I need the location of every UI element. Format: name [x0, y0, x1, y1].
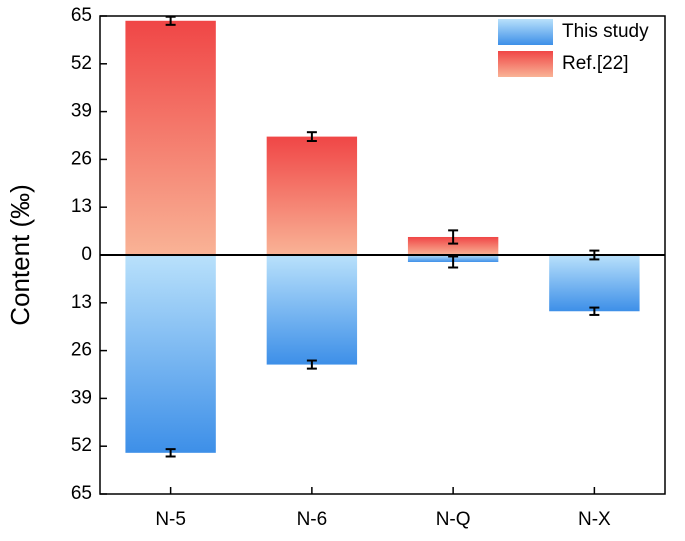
legend-label: This study	[562, 21, 649, 42]
bar	[549, 255, 640, 312]
error-bar	[165, 448, 176, 458]
bar	[125, 255, 216, 453]
y-tick-label: 39	[71, 101, 92, 122]
x-tick-label: N-6	[297, 509, 328, 530]
y-tick-label: 26	[71, 148, 92, 169]
x-tick-label: N-X	[578, 509, 611, 530]
x-tick-label: N-5	[155, 509, 186, 530]
y-tick-label: 13	[71, 196, 92, 217]
y-tick-label: 13	[71, 292, 92, 313]
bar	[407, 236, 499, 255]
error-bar	[306, 359, 317, 370]
y-tick-label: 39	[71, 387, 92, 408]
legend-swatch	[498, 19, 553, 45]
y-tick-label: 0	[81, 244, 92, 265]
legend-swatch	[498, 51, 553, 77]
y-tick-label: 26	[71, 340, 92, 361]
bar	[125, 20, 216, 256]
y-tick-label: 52	[71, 435, 92, 456]
y-tick-label: 52	[71, 53, 92, 74]
error-bar	[448, 255, 459, 269]
y-tick-label: 65	[71, 5, 92, 26]
error-bar	[306, 131, 317, 143]
bar	[266, 255, 358, 365]
y-tick-label: 65	[71, 483, 92, 504]
plot-frame	[99, 15, 666, 495]
legend-label: Ref.[22]	[562, 53, 629, 74]
y-axis-title: Content (‰)	[5, 184, 35, 326]
error-bar	[448, 229, 459, 245]
bar	[266, 136, 358, 255]
x-tick-label: N-Q	[436, 509, 471, 530]
error-bar	[589, 306, 600, 316]
